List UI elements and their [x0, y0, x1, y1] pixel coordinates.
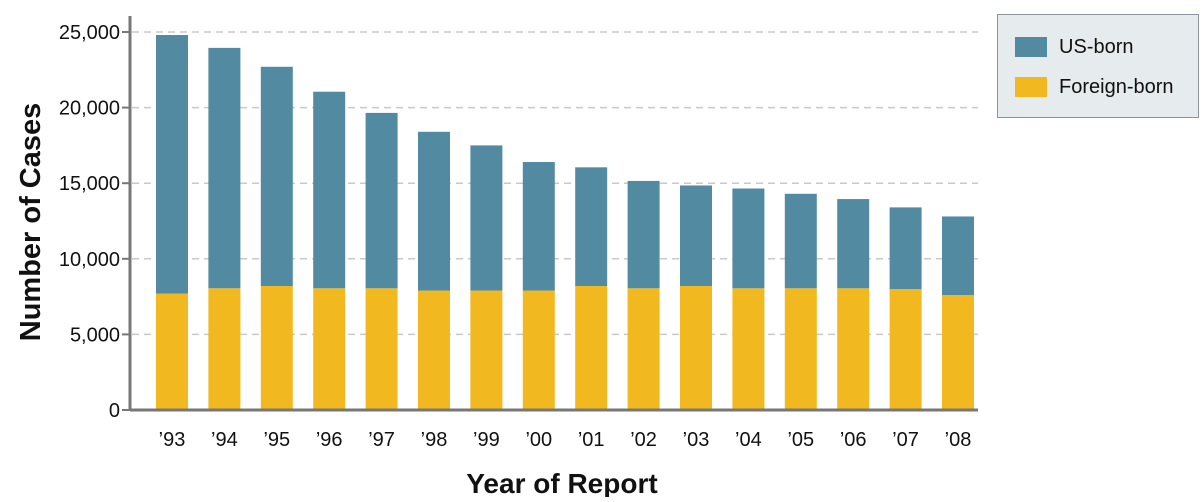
bar-foreign-born-15 [942, 295, 974, 410]
bar-foreign-born-12 [784, 288, 817, 410]
x-tick-label-15: ’08 [945, 429, 972, 451]
x-tick-label-10: ’03 [683, 429, 710, 451]
x-tick-label-8: ’01 [578, 429, 605, 451]
legend-swatch-us-born [1015, 37, 1047, 57]
bar-foreign-born-2 [260, 286, 293, 410]
y-axis-title: Number of Cases [15, 103, 47, 342]
bar-foreign-born-4 [365, 288, 398, 410]
bar-us-born-9 [627, 180, 660, 289]
bar-us-born-13 [837, 199, 870, 289]
bar-foreign-born-10 [680, 286, 712, 410]
y-tick-label-15000: 15,000 [59, 173, 120, 195]
x-tick-label-9: ’02 [630, 429, 657, 451]
x-tick-label-7: ’00 [525, 429, 552, 451]
legend-label-foreign-born: Foreign-born [1059, 76, 1174, 98]
x-tick-label-11: ’04 [735, 429, 762, 451]
y-tick-label-20000: 20,000 [59, 98, 120, 120]
x-axis-title: Year of Report [466, 468, 657, 497]
y-tick-label-25000: 25,000 [59, 22, 120, 44]
bar-us-born-5 [418, 131, 450, 291]
x-tick-label-2: ’95 [263, 429, 290, 451]
bar-us-born-8 [575, 167, 608, 287]
bar-foreign-born-6 [470, 290, 503, 410]
x-tick-label-0: ’93 [159, 429, 186, 451]
bar-foreign-born-0 [156, 293, 188, 410]
bar-foreign-born-11 [732, 288, 765, 410]
bar-us-born-10 [680, 185, 712, 287]
bar-us-born-2 [260, 66, 293, 287]
x-tick-label-13: ’06 [840, 429, 867, 451]
bar-layer [156, 35, 974, 410]
y-tick-label-0: 0 [109, 400, 120, 422]
bar-us-born-3 [313, 91, 346, 289]
bar-foreign-born-1 [208, 288, 241, 410]
label-layer: 0 5,000 10,000 15,000 20,000 25,000 ’93 ’94 ’95 ’… [15, 22, 972, 499]
legend-label-us-born: US-born [1059, 36, 1134, 58]
bar-us-born-4 [365, 112, 398, 289]
x-tick-label-4: ’97 [368, 429, 395, 451]
bar-us-born-12 [784, 193, 817, 289]
y-tick-label-10000: 10,000 [59, 249, 120, 271]
bar-foreign-born-5 [418, 290, 450, 410]
x-tick-label-6: ’99 [473, 429, 500, 451]
bar-us-born-11 [732, 188, 765, 289]
bar-foreign-born-3 [313, 288, 346, 410]
bar-us-born-1 [208, 47, 241, 289]
legend-item-foreign-born: Foreign-born [1015, 73, 1174, 101]
bar-us-born-15 [942, 216, 974, 296]
x-tick-label-3: ’96 [316, 429, 343, 451]
bar-foreign-born-8 [575, 286, 608, 410]
x-tick-label-14: ’07 [892, 429, 919, 451]
legend-swatch-foreign-born [1015, 77, 1047, 97]
bar-us-born-6 [470, 145, 503, 291]
bar-foreign-born-14 [889, 289, 922, 410]
x-tick-label-1: ’94 [211, 429, 238, 451]
grid-layer [132, 31, 978, 336]
bar-foreign-born-9 [627, 288, 660, 410]
x-tick-label-5: ’98 [421, 429, 448, 451]
legend-item-us-born: US-born [1015, 33, 1133, 61]
y-tick-label-5000: 5,000 [70, 324, 120, 346]
legend: US-born Foreign-born [997, 14, 1199, 118]
bar-foreign-born-7 [522, 290, 555, 410]
bar-foreign-born-13 [837, 288, 870, 410]
bar-us-born-14 [889, 207, 922, 290]
bar-us-born-7 [522, 162, 555, 291]
axis-layer [122, 16, 978, 412]
bar-us-born-0 [156, 35, 188, 294]
x-tick-label-12: ’05 [787, 429, 814, 451]
